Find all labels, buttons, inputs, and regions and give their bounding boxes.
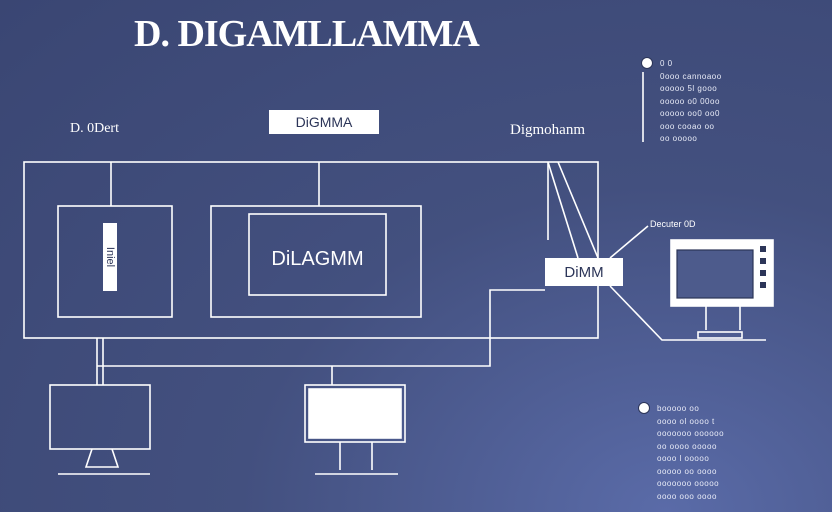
outer-container	[23, 161, 599, 339]
bullet-icon	[641, 57, 653, 69]
note-line: ooo cooao oo	[660, 121, 715, 131]
note-line: booooo oo	[657, 404, 700, 413]
monitor-left-screen	[49, 384, 151, 450]
monitor-right-button	[760, 270, 766, 276]
label-top-left: D. 0Dert	[70, 121, 119, 136]
label-top-right: Digmohanm	[510, 122, 585, 138]
note-line: oooo ol oooo t	[657, 416, 715, 426]
connector-right-diag-2	[557, 161, 599, 259]
connector-right-monitor	[609, 285, 766, 341]
center-screen	[248, 213, 387, 296]
connector-mid-bus	[97, 289, 545, 367]
page-title: D. DIGAMLLAMMA	[134, 13, 480, 55]
note-line: ooooo oo0 oo0	[660, 109, 720, 118]
left-inner-box	[57, 205, 173, 318]
label-left-vertical: Iniel	[103, 223, 117, 291]
connector-right-callout	[609, 225, 649, 259]
note-line: ooooo o0 00oo	[660, 96, 720, 106]
note-bottom-right: booooo oo oooo ol oooo t ooooooo oooooo …	[638, 402, 725, 503]
note-line: oooo ooo oooo	[657, 491, 717, 501]
monitor-right-button	[760, 258, 766, 264]
note-line: ooooooo oooooo	[657, 429, 725, 438]
center-inner-box	[210, 205, 422, 318]
monitor-center-screen	[308, 388, 402, 439]
note-line: oo ooooo	[660, 134, 698, 143]
note-line: oo oooo ooooo	[657, 441, 717, 451]
label-center-screen: DiLAGMM	[271, 247, 364, 270]
bullet-icon	[638, 402, 650, 414]
label-right-callout: Decuter 0D	[650, 219, 696, 229]
connector-right-diag-1	[547, 161, 579, 259]
monitor-right-button	[760, 282, 766, 288]
note-line: 0 0	[660, 59, 673, 68]
note-line: 0ooo cannoaoo	[660, 71, 722, 81]
monitor-left-stand	[84, 448, 120, 468]
label-right-box: DiMM	[545, 258, 623, 286]
monitor-center-frame	[304, 384, 406, 443]
monitor-right-button	[760, 246, 766, 252]
monitor-right-base	[697, 331, 743, 339]
note-top-right: 0 0 0ooo cannoaoo ooooo 5l gooo ooooo o0…	[641, 57, 722, 146]
monitor-right-screen	[676, 249, 754, 299]
note-line: oooo l ooooo	[657, 454, 710, 463]
label-top-center: DiGMMA	[269, 110, 379, 134]
note-line: ooooo oo oooo	[657, 466, 717, 476]
note-line: ooooo 5l gooo	[660, 84, 718, 93]
note-line: ooooooo ooooo	[657, 479, 720, 488]
